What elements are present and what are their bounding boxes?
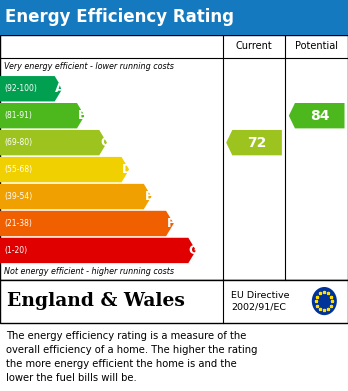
Text: Very energy efficient - lower running costs: Very energy efficient - lower running co…: [4, 62, 174, 71]
Polygon shape: [0, 157, 129, 182]
Polygon shape: [0, 103, 85, 128]
Bar: [0, 0, 348, 34]
Polygon shape: [0, 238, 196, 263]
Text: Current: Current: [236, 41, 272, 51]
Text: (21-38): (21-38): [4, 219, 32, 228]
Text: A: A: [55, 82, 65, 95]
Polygon shape: [0, 184, 151, 209]
Polygon shape: [0, 76, 62, 101]
Polygon shape: [226, 130, 282, 155]
Text: (92-100): (92-100): [4, 84, 37, 93]
Text: F: F: [167, 217, 176, 230]
Text: (1-20): (1-20): [4, 246, 27, 255]
Text: E: E: [145, 190, 153, 203]
Circle shape: [312, 287, 337, 315]
Text: (39-54): (39-54): [4, 192, 32, 201]
Text: B: B: [78, 109, 87, 122]
Text: 2002/91/EC: 2002/91/EC: [231, 302, 286, 311]
Text: Energy Efficiency Rating: Energy Efficiency Rating: [5, 8, 234, 26]
Text: 84: 84: [310, 109, 330, 123]
Text: (69-80): (69-80): [4, 138, 32, 147]
Polygon shape: [289, 103, 345, 128]
Text: Potential: Potential: [295, 41, 338, 51]
Polygon shape: [0, 211, 174, 236]
Text: (55-68): (55-68): [4, 165, 32, 174]
Text: C: C: [100, 136, 109, 149]
Text: England & Wales: England & Wales: [7, 292, 185, 310]
Text: EU Directive: EU Directive: [231, 291, 290, 300]
Text: G: G: [189, 244, 199, 257]
Text: 72: 72: [247, 136, 267, 150]
Text: The energy efficiency rating is a measure of the
overall efficiency of a home. T: The energy efficiency rating is a measur…: [6, 331, 258, 383]
Text: (81-91): (81-91): [4, 111, 32, 120]
Polygon shape: [0, 130, 107, 155]
Text: Not energy efficient - higher running costs: Not energy efficient - higher running co…: [4, 267, 174, 276]
Text: D: D: [122, 163, 132, 176]
Bar: [0, 34, 348, 280]
Bar: [0, 280, 348, 323]
